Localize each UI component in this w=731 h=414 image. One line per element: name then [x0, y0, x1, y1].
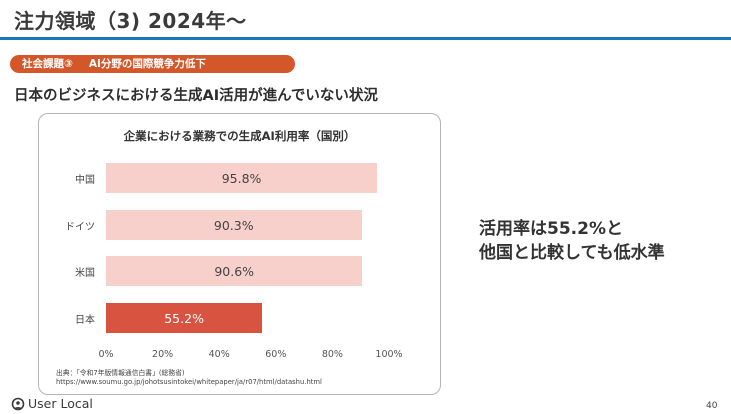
bar-0: 95.8% — [106, 163, 378, 193]
category-label: ドイツ — [65, 222, 95, 233]
x-tick-label: 40% — [208, 349, 230, 360]
chart-title: 企業における業務での生成AI利用率（国別） — [123, 129, 356, 143]
issue-tag-number: 社会課題③ — [22, 58, 73, 70]
category-label: 中国 — [75, 175, 95, 186]
callout-line-2: 他国と比較しても低水準 — [479, 243, 665, 263]
bar-value-label: 95.8% — [221, 170, 262, 186]
user-local-logo-icon — [11, 397, 25, 410]
source-url: https://www.soumu.go.jp/johotsusintokei/… — [56, 378, 322, 386]
bar-value-label: 90.6% — [214, 263, 255, 279]
bar-2: 90.6% — [106, 256, 363, 286]
bar-1: 90.3% — [106, 210, 362, 240]
x-tick-label: 0% — [98, 349, 114, 360]
source-citation: 出典：「令和7年版情報通信白書」(総務省) — [56, 369, 185, 377]
x-tick-label: 100% — [375, 349, 403, 360]
category-label: 日本 — [75, 315, 95, 326]
x-tick-label: 20% — [152, 349, 174, 360]
x-tick-label: 80% — [321, 349, 343, 360]
bar-value-label: 90.3% — [213, 217, 254, 233]
x-tick-label: 60% — [265, 349, 287, 360]
issue-tag-label: AI分野の国際競争力低下 — [88, 58, 206, 70]
bar-value-label: 55.2% — [164, 310, 204, 326]
logo-text: User Local — [28, 396, 93, 411]
page-number: 40 — [706, 401, 718, 411]
callout-line-1: 活用率は55.2%と — [479, 219, 623, 239]
section-subtitle: 日本のビジネスにおける生成AI活用が進んでいない状況 — [14, 88, 378, 104]
page-title: 注力領域（3) 2024年〜 — [14, 9, 247, 33]
issue-tag: 社会課題③ AI分野の国際競争力低下 — [10, 55, 295, 73]
bar-3: 55.2% — [106, 303, 263, 333]
user-local-logo: User Local — [11, 396, 93, 411]
category-label: 米国 — [75, 268, 95, 279]
bar-chart: 企業における業務での生成AI利用率（国別） 中国 95.8% ドイツ 90.3% 米国 9… — [38, 113, 441, 395]
title-divider — [0, 37, 731, 40]
